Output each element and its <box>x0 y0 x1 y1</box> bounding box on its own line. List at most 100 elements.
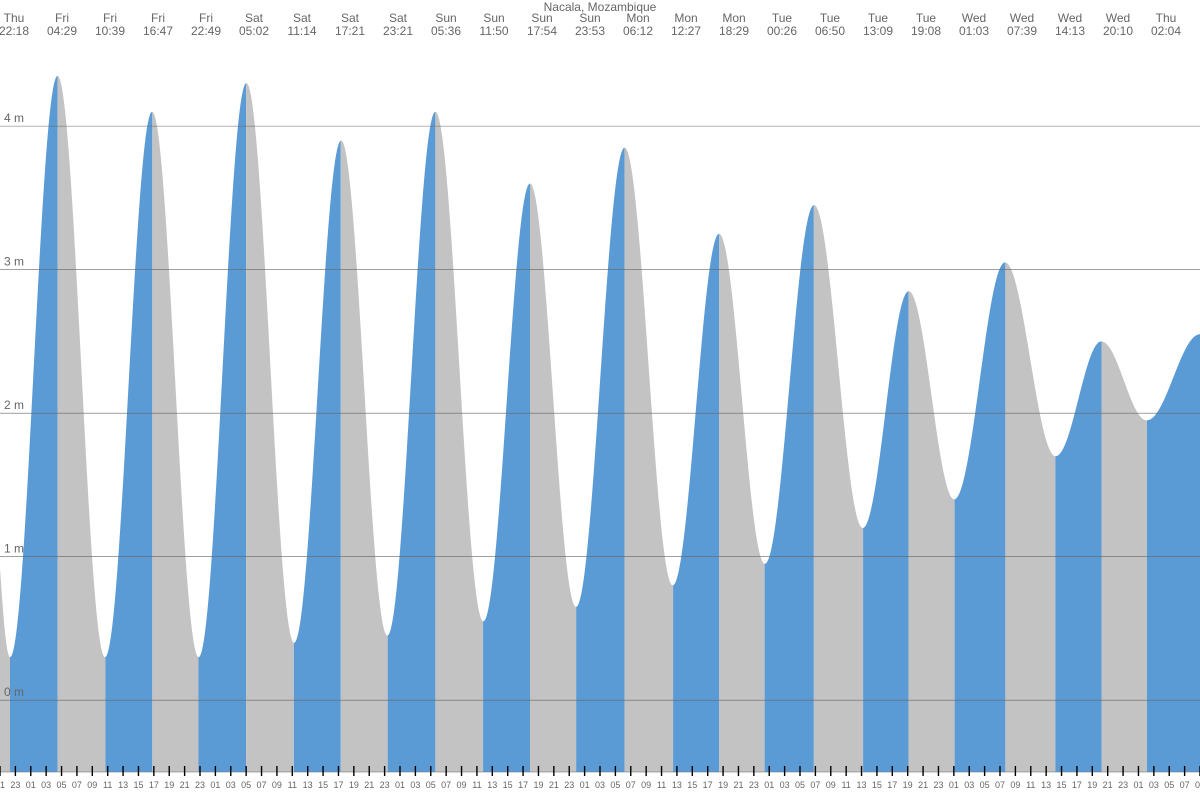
top-label-time: 22:18 <box>0 24 29 38</box>
x-tick-label: 05 <box>426 780 436 790</box>
top-label-day: Tue <box>820 11 841 25</box>
x-tick-label: 05 <box>610 780 620 790</box>
x-tick-label: 23 <box>933 780 943 790</box>
tide-falling-segment <box>1005 263 1055 773</box>
tide-falling-segment <box>0 568 10 772</box>
x-tick-label: 05 <box>57 780 67 790</box>
x-tick-label: 03 <box>780 780 790 790</box>
x-tick-label: 23 <box>380 780 390 790</box>
x-tick-label: 03 <box>226 780 236 790</box>
top-label-time: 17:54 <box>527 24 557 38</box>
x-tick-label: 03 <box>595 780 605 790</box>
x-tick-label: 15 <box>687 780 697 790</box>
tide-falling-segment <box>814 205 863 772</box>
x-tick-label: 17 <box>518 780 528 790</box>
x-tick-label: 05 <box>795 780 805 790</box>
x-tick-label: 23 <box>1118 780 1128 790</box>
tide-rising-segment <box>105 112 152 772</box>
top-label-day: Sun <box>483 11 504 25</box>
y-tick-label: 0 m <box>4 685 24 699</box>
top-label-time: 23:21 <box>383 24 413 38</box>
x-tick-label: 09 <box>826 780 836 790</box>
tide-rising-segment <box>765 205 814 772</box>
x-tick-label: 15 <box>318 780 328 790</box>
x-tick-label: 03 <box>410 780 420 790</box>
x-tick-label: 21 <box>918 780 928 790</box>
x-tick-label: 11 <box>841 780 850 790</box>
top-label-time: 22:49 <box>191 24 221 38</box>
top-label-day: Wed <box>962 11 986 25</box>
tide-rising-segment <box>10 76 58 772</box>
x-tick-label: 07 <box>810 780 820 790</box>
top-label-time: 12:27 <box>671 24 701 38</box>
x-tick-label: 17 <box>333 780 343 790</box>
x-tick-label: 23 <box>564 780 574 790</box>
x-tick-label: 09 <box>87 780 97 790</box>
x-tick-label: 11 <box>103 780 112 790</box>
x-tick-label: 01 <box>949 780 959 790</box>
x-tick-label: 07 <box>1180 780 1190 790</box>
x-tick-label: 19 <box>349 780 359 790</box>
x-tick-label: 01 <box>210 780 220 790</box>
top-label-time: 06:50 <box>815 24 845 38</box>
top-label-time: 02:04 <box>1151 24 1181 38</box>
x-tick-label: 15 <box>133 780 143 790</box>
x-tick-label: 07 <box>72 780 82 790</box>
tide-rising-segment <box>576 148 624 772</box>
top-label-day: Fri <box>103 11 117 25</box>
y-tick-label: 3 m <box>4 255 24 269</box>
x-tick-label: 13 <box>672 780 682 790</box>
x-tick-label: 17 <box>1072 780 1082 790</box>
tide-area-group <box>0 76 1200 772</box>
x-tick-label: 19 <box>164 780 174 790</box>
top-label-time: 07:39 <box>1007 24 1037 38</box>
top-label-day: Sat <box>293 11 312 25</box>
x-tick-label: 11 <box>472 780 481 790</box>
x-tick-label: 01 <box>1133 780 1143 790</box>
x-tick-label: 23 <box>749 780 759 790</box>
x-tick-label: 03 <box>964 780 974 790</box>
top-label-day: Fri <box>199 11 213 25</box>
top-label-time: 05:02 <box>239 24 269 38</box>
top-label-day: Sun <box>435 11 456 25</box>
x-tick-label: 05 <box>980 780 990 790</box>
x-tick-label: 21 <box>180 780 190 790</box>
top-label-time: 16:47 <box>143 24 173 38</box>
top-label-time: 20:10 <box>1103 24 1133 38</box>
top-label-day: Mon <box>722 11 745 25</box>
tide-falling-segment <box>246 83 294 772</box>
x-tick-label: 21 <box>364 780 374 790</box>
x-tick-label: 05 <box>1164 780 1174 790</box>
top-label-time: 17:21 <box>335 24 365 38</box>
tide-falling-segment <box>625 148 673 772</box>
top-label-day: Sat <box>341 11 360 25</box>
top-label-time: 13:09 <box>863 24 893 38</box>
tide-rising-segment <box>863 291 908 772</box>
top-label-time: 04:29 <box>47 24 77 38</box>
x-tick-label: 17 <box>703 780 713 790</box>
y-tick-label: 1 m <box>4 542 24 556</box>
x-tick-label: 03 <box>1149 780 1159 790</box>
x-tick-label: 05 <box>241 780 251 790</box>
top-label-day: Wed <box>1010 11 1034 25</box>
top-label-time: 05:36 <box>431 24 461 38</box>
top-label-time: 11:50 <box>479 24 508 38</box>
top-label-day: Sun <box>579 11 600 25</box>
x-tick-label: 01 <box>764 780 774 790</box>
top-label-time: 18:29 <box>719 24 749 38</box>
top-label-day: Thu <box>4 11 25 25</box>
x-tick-label: 13 <box>487 780 497 790</box>
x-tick-label: 13 <box>1041 780 1051 790</box>
tide-rising-segment <box>673 234 719 772</box>
top-label-time: 01:03 <box>959 24 989 38</box>
top-label-day: Tue <box>772 11 793 25</box>
y-tick-label: 4 m <box>4 111 24 125</box>
top-label-day: Tue <box>868 11 889 25</box>
x-tick-label: 23 <box>10 780 20 790</box>
x-tick-label: 17 <box>887 780 897 790</box>
x-tick-label: 07 <box>995 780 1005 790</box>
x-tick-label: 13 <box>857 780 867 790</box>
x-tick-label: 07 <box>626 780 636 790</box>
top-label-day: Fri <box>151 11 165 25</box>
tide-falling-segment <box>908 291 954 772</box>
